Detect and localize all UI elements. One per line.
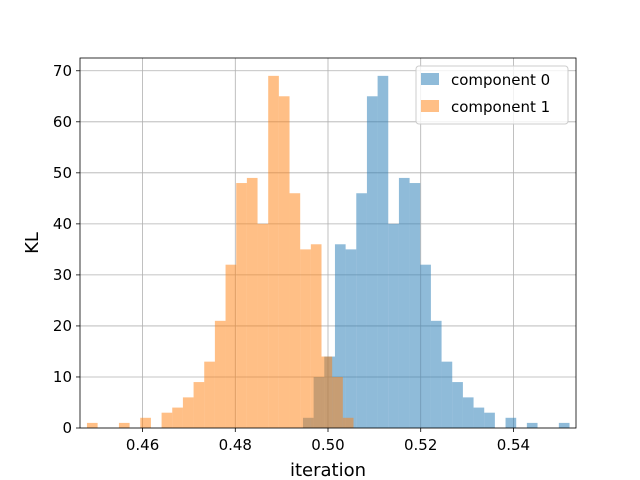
y-tick-label: 60 (53, 113, 72, 131)
histogram-bar-component-0 (420, 264, 431, 428)
legend-swatch-component-0 (421, 73, 439, 85)
histogram-bar-component-0 (345, 249, 357, 428)
histogram-bar-component-1 (193, 382, 205, 428)
x-tick-label: 0.46 (126, 436, 159, 454)
axis-ticks: 0.46 0.48 0.50 0.52 0.54 0 10 20 30 40 50 60 70 (53, 62, 530, 454)
histogram-bar-component-1 (172, 407, 183, 428)
histogram-bar-component-0 (398, 177, 410, 428)
histogram-bar-component-0 (409, 183, 421, 428)
histogram-bar-component-0 (484, 412, 495, 428)
legend: component 0 component 1 (415, 65, 569, 125)
histogram-bar-component-0 (430, 320, 442, 428)
histogram-bars (86, 75, 570, 429)
histogram-bar-component-1 (321, 356, 333, 428)
histogram-bar-component-1 (86, 422, 98, 428)
histogram-bar-component-0 (473, 407, 485, 428)
histogram-bar-component-1 (118, 422, 130, 428)
histogram-bar-component-1 (246, 177, 258, 428)
histogram-bar-component-0 (441, 361, 453, 428)
histogram-bar-component-1 (342, 417, 354, 428)
histogram-bar-component-1 (182, 397, 194, 428)
histogram-bar-component-0 (452, 382, 463, 428)
legend-label-component-0: component 0 (451, 71, 550, 89)
legend-frame (415, 65, 569, 125)
histogram-bar-component-1 (214, 320, 226, 428)
histogram-bar-component-1 (268, 75, 279, 429)
legend-swatch-component-1 (421, 100, 439, 112)
histogram-bar-component-1 (225, 264, 237, 428)
histogram-bar-component-1 (140, 417, 151, 428)
histogram-bar-component-0 (388, 223, 399, 428)
x-tick-label: 0.52 (404, 436, 437, 454)
histogram-bar-component-1 (161, 412, 173, 428)
histogram-bar-component-0 (526, 422, 538, 428)
histogram-bar-component-0 (558, 422, 570, 428)
y-tick-label: 20 (53, 317, 72, 335)
histogram-bar-component-1 (278, 96, 290, 428)
histogram-bar-component-0 (356, 193, 367, 428)
histogram-bar-component-1 (300, 249, 311, 428)
histogram-bar-component-0 (366, 96, 378, 428)
histogram-bar-component-0 (334, 244, 346, 428)
x-tick-label: 0.54 (497, 436, 530, 454)
y-tick-label: 40 (53, 215, 72, 233)
y-tick-label: 70 (53, 62, 72, 80)
x-tick-label: 0.50 (311, 436, 344, 454)
x-tick-label: 0.48 (219, 436, 252, 454)
x-axis-label: iteration (290, 460, 366, 480)
y-tick-label: 50 (53, 164, 72, 182)
histogram-bar-component-1 (332, 376, 343, 428)
histogram-bar-component-1 (236, 183, 247, 428)
histogram-bar-component-1 (204, 361, 215, 428)
legend-label-component-1: component 1 (451, 98, 550, 116)
histogram-bar-component-1 (289, 193, 301, 428)
histogram-bar-component-0 (505, 417, 517, 428)
y-axis-label: KL (22, 232, 43, 254)
histogram-bar-component-0 (462, 397, 474, 428)
histogram-bar-component-0 (377, 75, 389, 429)
y-tick-label: 10 (53, 368, 72, 386)
histogram-bar-component-1 (257, 223, 269, 428)
y-tick-label: 30 (53, 266, 72, 284)
histogram-bar-component-1 (310, 244, 322, 428)
y-tick-label: 0 (62, 419, 72, 437)
